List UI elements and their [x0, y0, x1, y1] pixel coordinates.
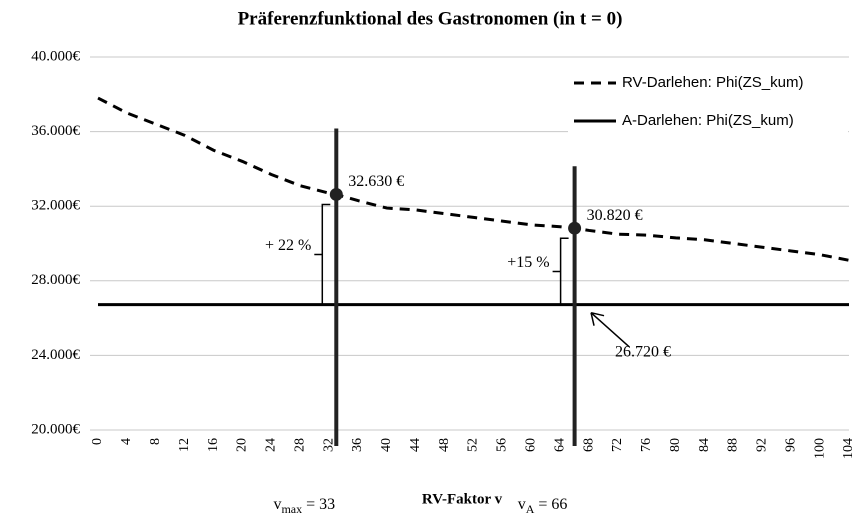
x-tick-label: 64: [552, 438, 567, 452]
series-line: [97, 96, 850, 262]
x-tick-label: 100: [812, 438, 827, 459]
x-tick-label: 48: [437, 438, 452, 452]
point-label: 30.820 €: [587, 207, 643, 224]
x-tick-label: 0: [90, 438, 105, 445]
x-tick-label: 8: [148, 438, 163, 445]
legend-box: [568, 64, 848, 138]
v-label: vA = 66: [518, 496, 568, 516]
x-tick-label: 36: [350, 438, 365, 452]
v-label-part: v: [518, 496, 526, 513]
bracket: [552, 237, 569, 306]
x-axis-label: RV-Faktor v: [422, 491, 503, 507]
x-tick-label: 80: [668, 438, 683, 452]
legend-label: RV-Darlehen: Phi(ZS_kum): [622, 74, 803, 91]
x-tick-label: 68: [581, 438, 596, 452]
point-marker: [329, 187, 343, 201]
x-tick-label: 104: [841, 438, 856, 459]
arrow: [590, 311, 630, 348]
x-tick-label: 84: [697, 438, 712, 452]
x-tick-label: 4: [119, 438, 134, 445]
x-tick-label: 16: [206, 438, 221, 452]
v-label-part: A: [526, 502, 535, 516]
y-tick-label: 28.000€: [31, 272, 80, 288]
x-tick-label: 28: [292, 438, 307, 452]
v-label-part: v: [273, 496, 281, 513]
v-label: vmax = 33: [273, 496, 335, 516]
diff-label: + 22 %: [265, 237, 311, 254]
x-tick-label: 56: [495, 438, 510, 452]
x-tick-label: 44: [408, 438, 423, 452]
point-marker: [568, 221, 582, 235]
legend: RV-Darlehen: Phi(ZS_kum) A-Darlehen: Phi(…: [568, 64, 848, 138]
y-tick-label: 20.000€: [31, 421, 80, 437]
x-tick-label: 32: [321, 438, 336, 452]
flat-label: 26.720 €: [615, 343, 671, 360]
y-tick-label: 40.000€: [31, 48, 80, 64]
x-tick-label: 76: [639, 438, 654, 452]
y-tick-label: 24.000€: [31, 347, 80, 363]
bracket: [314, 203, 331, 306]
v-label-part: = 66: [538, 496, 567, 513]
x-tick-label: 40: [379, 438, 394, 452]
x-tick-label: 88: [726, 438, 741, 452]
diff-label: +15 %: [507, 254, 549, 271]
x-tick-label: 96: [783, 438, 798, 452]
y-tick-label: 36.000€: [31, 123, 80, 139]
x-tick-label: 20: [235, 438, 250, 452]
x-tick-label: 92: [755, 438, 770, 452]
legend-label: A-Darlehen: Phi(ZS_kum): [622, 112, 794, 129]
x-tick-label: 72: [610, 438, 625, 452]
point-label: 32.630 €: [348, 173, 404, 190]
x-tick-label: 12: [177, 438, 192, 452]
x-tick-label: 24: [264, 438, 279, 452]
v-label-part: max: [281, 502, 302, 516]
v-label-part: = 33: [306, 496, 335, 513]
x-tick-label: 52: [466, 438, 481, 452]
x-tick-label: 60: [523, 438, 538, 452]
y-tick-label: 32.000€: [31, 198, 80, 214]
chart-title: Präferenzfunktional des Gastronomen (in …: [238, 8, 623, 29]
